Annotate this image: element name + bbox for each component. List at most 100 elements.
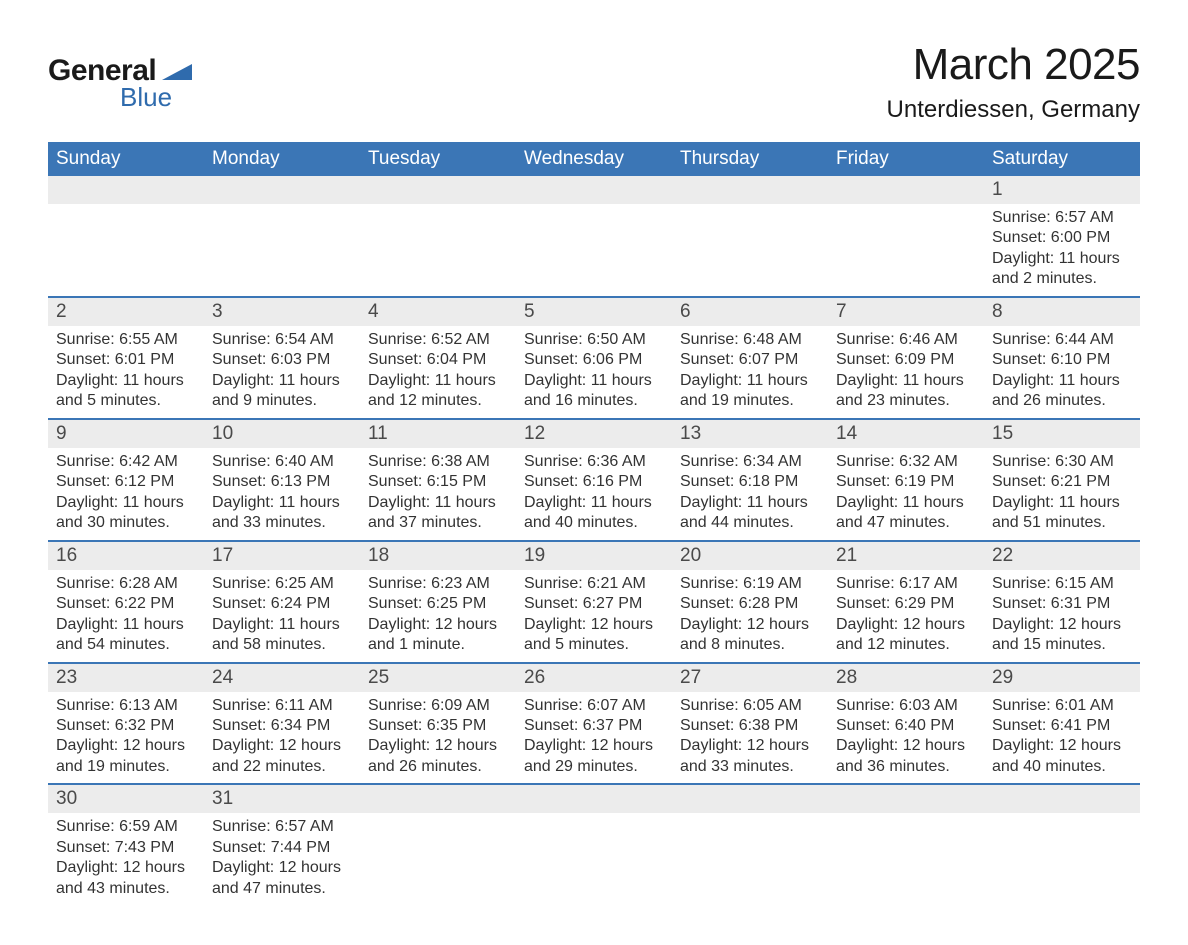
daylight-text: Daylight: 11 hours: [524, 493, 664, 513]
weekday-header: Friday: [828, 142, 984, 176]
daylight-text: and 44 minutes.: [680, 513, 820, 533]
daylight-text: Daylight: 12 hours: [992, 615, 1132, 635]
weekday-header: Wednesday: [516, 142, 672, 176]
day-detail-cell: [360, 813, 516, 905]
daylight-text: and 12 minutes.: [836, 635, 976, 655]
sunrise-text: Sunrise: 6:57 AM: [992, 208, 1132, 228]
sunrise-text: Sunrise: 6:36 AM: [524, 452, 664, 472]
sunrise-text: Sunrise: 6:07 AM: [524, 696, 664, 716]
sunset-text: Sunset: 7:43 PM: [56, 838, 196, 858]
daylight-text: Daylight: 11 hours: [836, 493, 976, 513]
sunrise-text: Sunrise: 6:54 AM: [212, 330, 352, 350]
day-detail-cell: [204, 204, 360, 297]
logo-text-blue: Blue: [120, 82, 172, 113]
sunrise-text: Sunrise: 6:55 AM: [56, 330, 196, 350]
daylight-text: Daylight: 12 hours: [56, 736, 196, 756]
sunset-text: Sunset: 6:34 PM: [212, 716, 352, 736]
sunrise-text: Sunrise: 6:46 AM: [836, 330, 976, 350]
day-detail-cell: Sunrise: 6:09 AMSunset: 6:35 PMDaylight:…: [360, 692, 516, 785]
day-number-row: 1: [48, 176, 1140, 204]
sunrise-text: Sunrise: 6:42 AM: [56, 452, 196, 472]
day-detail-cell: [360, 204, 516, 297]
sunrise-text: Sunrise: 6:01 AM: [992, 696, 1132, 716]
sunset-text: Sunset: 6:35 PM: [368, 716, 508, 736]
sunset-text: Sunset: 6:07 PM: [680, 350, 820, 370]
sunrise-text: Sunrise: 6:21 AM: [524, 574, 664, 594]
day-detail-cell: Sunrise: 6:15 AMSunset: 6:31 PMDaylight:…: [984, 570, 1140, 663]
day-detail-cell: Sunrise: 6:54 AMSunset: 6:03 PMDaylight:…: [204, 326, 360, 419]
day-number-cell: [672, 784, 828, 813]
sunrise-text: Sunrise: 6:32 AM: [836, 452, 976, 472]
day-number-row: 16171819202122: [48, 541, 1140, 570]
sunrise-text: Sunrise: 6:11 AM: [212, 696, 352, 716]
daylight-text: and 26 minutes.: [992, 391, 1132, 411]
sunset-text: Sunset: 6:00 PM: [992, 228, 1132, 248]
weekday-header: Thursday: [672, 142, 828, 176]
day-number-cell: [828, 176, 984, 204]
sunset-text: Sunset: 6:06 PM: [524, 350, 664, 370]
daylight-text: Daylight: 11 hours: [680, 493, 820, 513]
daylight-text: Daylight: 11 hours: [524, 371, 664, 391]
daylight-text: Daylight: 11 hours: [368, 493, 508, 513]
month-title: March 2025: [887, 40, 1140, 90]
day-number-cell: 8: [984, 297, 1140, 326]
sunrise-text: Sunrise: 6:30 AM: [992, 452, 1132, 472]
sunrise-text: Sunrise: 6:40 AM: [212, 452, 352, 472]
sunrise-text: Sunrise: 6:15 AM: [992, 574, 1132, 594]
day-number-cell: 25: [360, 663, 516, 692]
day-number-cell: 27: [672, 663, 828, 692]
weekday-header: Tuesday: [360, 142, 516, 176]
day-detail-row: Sunrise: 6:59 AMSunset: 7:43 PMDaylight:…: [48, 813, 1140, 905]
day-detail-cell: Sunrise: 6:55 AMSunset: 6:01 PMDaylight:…: [48, 326, 204, 419]
day-detail-cell: Sunrise: 6:59 AMSunset: 7:43 PMDaylight:…: [48, 813, 204, 905]
day-number-cell: [48, 176, 204, 204]
weekday-header: Monday: [204, 142, 360, 176]
daylight-text: and 40 minutes.: [524, 513, 664, 533]
calendar-table: Sunday Monday Tuesday Wednesday Thursday…: [48, 142, 1140, 905]
sunset-text: Sunset: 6:29 PM: [836, 594, 976, 614]
weekday-header-row: Sunday Monday Tuesday Wednesday Thursday…: [48, 142, 1140, 176]
daylight-text: Daylight: 11 hours: [992, 371, 1132, 391]
day-number-row: 2345678: [48, 297, 1140, 326]
day-number-cell: 2: [48, 297, 204, 326]
daylight-text: Daylight: 11 hours: [836, 371, 976, 391]
sunset-text: Sunset: 6:19 PM: [836, 472, 976, 492]
day-number-cell: [516, 176, 672, 204]
daylight-text: Daylight: 12 hours: [212, 736, 352, 756]
daylight-text: and 33 minutes.: [212, 513, 352, 533]
daylight-text: and 54 minutes.: [56, 635, 196, 655]
day-number-cell: 13: [672, 419, 828, 448]
day-number-cell: 7: [828, 297, 984, 326]
day-number-cell: [360, 176, 516, 204]
sunset-text: Sunset: 6:40 PM: [836, 716, 976, 736]
daylight-text: Daylight: 12 hours: [680, 615, 820, 635]
daylight-text: Daylight: 12 hours: [836, 736, 976, 756]
calendar-body: 1Sunrise: 6:57 AMSunset: 6:00 PMDaylight…: [48, 176, 1140, 905]
day-detail-cell: Sunrise: 6:48 AMSunset: 6:07 PMDaylight:…: [672, 326, 828, 419]
sunset-text: Sunset: 7:44 PM: [212, 838, 352, 858]
day-detail-cell: [516, 204, 672, 297]
sunrise-text: Sunrise: 6:44 AM: [992, 330, 1132, 350]
day-number-cell: 21: [828, 541, 984, 570]
sunset-text: Sunset: 6:10 PM: [992, 350, 1132, 370]
sunrise-text: Sunrise: 6:38 AM: [368, 452, 508, 472]
day-detail-cell: Sunrise: 6:34 AMSunset: 6:18 PMDaylight:…: [672, 448, 828, 541]
day-detail-row: Sunrise: 6:57 AMSunset: 6:00 PMDaylight:…: [48, 204, 1140, 297]
day-number-cell: [984, 784, 1140, 813]
day-number-row: 23242526272829: [48, 663, 1140, 692]
sunset-text: Sunset: 6:01 PM: [56, 350, 196, 370]
sunrise-text: Sunrise: 6:34 AM: [680, 452, 820, 472]
sunset-text: Sunset: 6:03 PM: [212, 350, 352, 370]
logo-triangle-icon: [162, 58, 192, 85]
day-detail-cell: Sunrise: 6:32 AMSunset: 6:19 PMDaylight:…: [828, 448, 984, 541]
day-detail-row: Sunrise: 6:13 AMSunset: 6:32 PMDaylight:…: [48, 692, 1140, 785]
sunrise-text: Sunrise: 6:57 AM: [212, 817, 352, 837]
sunset-text: Sunset: 6:12 PM: [56, 472, 196, 492]
daylight-text: and 8 minutes.: [680, 635, 820, 655]
daylight-text: and 2 minutes.: [992, 269, 1132, 289]
sunrise-text: Sunrise: 6:13 AM: [56, 696, 196, 716]
day-detail-cell: Sunrise: 6:11 AMSunset: 6:34 PMDaylight:…: [204, 692, 360, 785]
daylight-text: and 5 minutes.: [524, 635, 664, 655]
sunrise-text: Sunrise: 6:28 AM: [56, 574, 196, 594]
day-number-cell: 5: [516, 297, 672, 326]
